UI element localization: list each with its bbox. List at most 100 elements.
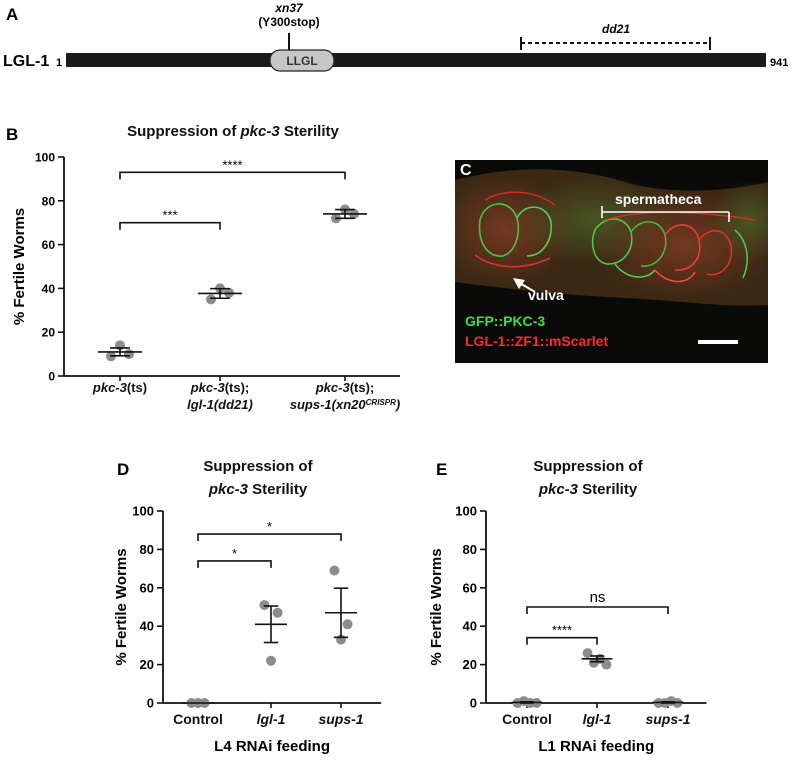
chart-title-line-part: Suppression of (203, 458, 313, 475)
channel-red-label: LGL-1::ZF1::mScarlet (465, 333, 609, 349)
significance-label: * (267, 519, 272, 534)
x-category-label-part: sups-1 (318, 711, 363, 727)
data-point (329, 565, 340, 576)
protein-end: 941 (770, 57, 788, 69)
y-tick-label: 60 (140, 580, 154, 595)
vulva-cells (474, 191, 556, 268)
x-category-label-part: pkc-3 (92, 380, 128, 395)
x-category-label-part: (ts); (350, 380, 375, 395)
significance-label: ns (590, 589, 606, 606)
spermatheca-label: spermatheca (615, 191, 702, 207)
x-category-label-part: pkc-3 (190, 380, 226, 395)
x-category-label-part: CRISPR (366, 398, 396, 407)
x-category-label-part: lgl-1 (257, 711, 286, 727)
x-axis-label: L4 RNAi feeding (214, 738, 330, 755)
spermatheca-cell (591, 218, 633, 265)
chart-title-line: pkc-3 Sterility (208, 481, 308, 498)
significance-bracket (197, 533, 342, 542)
chart-title-part: Sterility (280, 123, 340, 140)
x-category-label: lgl-1 (257, 711, 286, 727)
x-category-label-part: sups-1(xn20 (290, 397, 367, 412)
panel-letter: E (436, 460, 447, 479)
glow-far-right (710, 180, 768, 260)
panel-c-letter: C (460, 162, 472, 179)
significance-bracket (526, 636, 598, 645)
y-tick-label: 20 (42, 326, 56, 340)
significance-label: **** (552, 623, 572, 638)
significance-bracket (197, 560, 272, 568)
deletion-label: dd21 (602, 22, 630, 36)
y-tick-label: 80 (463, 542, 477, 557)
chart-title-part: Suppression of (127, 123, 240, 140)
y-axis-label: % Fertile Worms (113, 548, 130, 665)
llgl-domain (269, 49, 335, 72)
y-tick-label: 20 (140, 657, 154, 672)
data-point (272, 607, 283, 618)
charts-layer: B Suppression of pkc-3 Sterility 0 20 40 60 80… (6, 123, 707, 755)
y-axis-label: % Fertile Worms (428, 548, 445, 665)
chart-title-part: pkc-3 (239, 123, 280, 140)
y-tick-label: 0 (470, 696, 477, 711)
y-tick-label: 100 (455, 504, 477, 519)
x-category-label-part: (ts); (225, 380, 250, 395)
protein-start: 1 (56, 57, 62, 69)
x-category-label-part: (ts) (127, 380, 147, 395)
panel-letter: B (6, 125, 18, 144)
chart-title-line-part: Suppression of (533, 458, 643, 475)
x-category-label: lgl-1(dd21) (187, 397, 253, 412)
significance-bracket (119, 171, 346, 180)
data-point (266, 655, 276, 666)
chart-title-line: Suppression of (533, 458, 643, 475)
protein-bar (66, 53, 766, 67)
x-category-label: sups-1 (645, 711, 690, 727)
y-tick-label: 80 (140, 542, 154, 557)
significance-label: **** (222, 157, 242, 172)
chart-title: Suppression of pkc-3 Sterility (127, 123, 339, 140)
y-tick-label: 0 (147, 696, 154, 711)
panel-a: A LGL-1 1 941 LLGL xn37 (Y300stop) dd21 (3, 1, 788, 72)
chart-title-line-part: Sterility (248, 481, 308, 498)
y-tick-label: 20 (463, 657, 477, 672)
x-category-label: lgl-1 (583, 711, 612, 727)
y-tick-label: 60 (42, 238, 56, 252)
micrograph: C spermatheca vulva GFP::PKC-3 LGL-1::ZF… (455, 160, 768, 363)
x-category-label-part: pkc-3 (315, 380, 351, 395)
x-category-label-part: lgl-1 (583, 711, 612, 727)
chart-title-line-part: pkc-3 (208, 481, 249, 498)
llgl-domain-label: LLGL (286, 54, 317, 68)
x-category-label-part: Control (502, 711, 552, 727)
data-point (342, 619, 353, 630)
protein-name: LGL-1 (3, 53, 49, 70)
y-tick-label: 100 (132, 504, 154, 519)
panel-a-letter: A (6, 5, 18, 24)
x-category-label-part: sups-1 (645, 711, 690, 727)
y-tick-label: 40 (463, 619, 477, 634)
vulva-cell (474, 254, 551, 268)
x-category-label: Control (173, 711, 223, 727)
y-tick-label: 80 (42, 194, 56, 208)
vulva-arrow-head (513, 278, 525, 289)
data-point (582, 648, 593, 659)
x-category-label: pkc-3(ts); (315, 380, 375, 395)
vulva-cell (478, 203, 519, 257)
x-category-label: Control (502, 711, 552, 727)
scale-bar (698, 340, 738, 344)
x-category-label: pkc-3(ts) (92, 380, 147, 395)
y-tick-label: 40 (42, 282, 56, 296)
x-category-label-part: lgl-1(dd21) (187, 397, 253, 412)
x-category-label-part: Control (173, 711, 223, 727)
vulva-label: vulva (528, 287, 564, 303)
data-point (124, 349, 134, 360)
chart-panel-d: D Suppression of pkc-3 Sterility 0 20 40 60 80 1… (113, 458, 382, 755)
spermatheca-cell (698, 230, 733, 276)
significance-bracket (119, 221, 221, 230)
data-point (206, 294, 216, 305)
vulva-cell (484, 191, 556, 206)
allele-label: xn37 (274, 1, 304, 15)
significance-label: * (232, 546, 237, 561)
data-point (601, 659, 612, 670)
chart-title-line: Suppression of (203, 458, 313, 475)
y-tick-label: 40 (140, 619, 154, 634)
chart-title-line-part: Sterility (578, 481, 638, 498)
